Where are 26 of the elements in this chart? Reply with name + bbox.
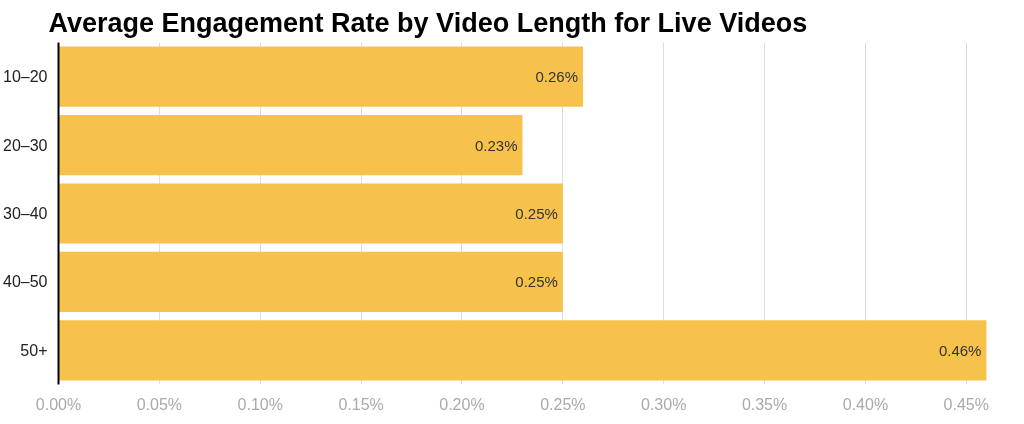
x-tick-label: 0.20% [439,395,485,413]
x-tick-label: 0.10% [237,395,283,413]
x-tick-label: 0.00% [35,395,82,413]
data-label: 0.23% [474,136,518,154]
data-label: 0.46% [938,341,982,359]
bar [58,320,987,381]
bar [58,183,563,244]
bar [58,115,523,176]
x-tick-label: 0.25% [540,395,586,413]
y-tick-label: 10–20 [3,68,48,86]
bar [58,251,563,312]
y-tick-label: 50+ [20,341,48,359]
x-tick-label: 0.40% [842,395,889,413]
y-tick-label: 30–40 [3,205,48,222]
y-tick-label: 40–50 [3,273,48,291]
data-label: 0.25% [515,273,558,291]
data-label: 0.25% [515,205,558,222]
x-tick-label: 0.45% [943,395,989,413]
data-label: 0.26% [535,68,579,86]
bar [58,46,583,107]
x-tick-label: 0.30% [641,395,687,413]
x-tick-label: 0.15% [338,395,384,413]
y-tick-label: 20–30 [3,136,48,154]
x-tick-label: 0.35% [741,395,788,413]
x-tick-label: 0.05% [136,395,183,413]
chart-title: Average Engagement Rate by Video Length for Live Videos [48,7,808,38]
